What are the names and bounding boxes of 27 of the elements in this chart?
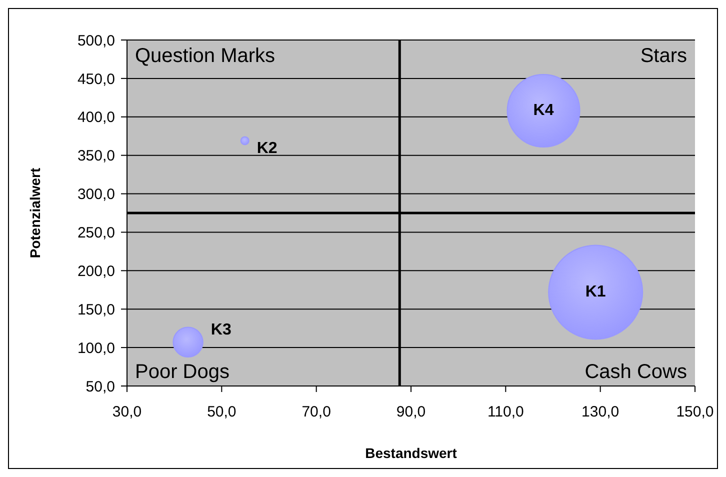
x-tick-label: 150,0 (676, 404, 714, 421)
y-tick-label: 50,0 (86, 378, 115, 396)
annotation: K1 (585, 284, 606, 301)
annotation: Cash Cows (584, 361, 687, 383)
x-tick-label: 50,0 (207, 404, 236, 421)
y-tick-label: 100,0 (77, 340, 115, 357)
x-tick-label: 90,0 (396, 404, 426, 421)
annotation: K2 (256, 140, 278, 158)
y-tick-label: 300,0 (77, 186, 115, 204)
y-axis-title: Potenzialwert (26, 168, 43, 258)
y-tick-label: 500,0 (77, 32, 115, 50)
x-tick-label: 30,0 (112, 404, 142, 421)
annotation: Question Marks (135, 45, 276, 68)
x-tick-label: 70,0 (302, 404, 331, 421)
y-tick-label: 450,0 (77, 70, 115, 88)
x-tick-label: 130,0 (582, 404, 620, 421)
x-tick-label: 110,0 (487, 404, 524, 421)
y-tick-label: 400,0 (77, 109, 115, 126)
y-tick-label: 200,0 (77, 262, 115, 280)
y-tick-label: 250,0 (77, 224, 115, 242)
y-tick-label: 150,0 (77, 301, 115, 318)
annotation: K4 (533, 102, 554, 120)
x-axis-title: Bestandswert (365, 445, 458, 461)
annotation: Poor Dogs (135, 361, 230, 383)
y-tick-label: 350,0 (77, 148, 115, 165)
annotation: K3 (210, 322, 232, 339)
annotation: Stars (640, 45, 687, 68)
